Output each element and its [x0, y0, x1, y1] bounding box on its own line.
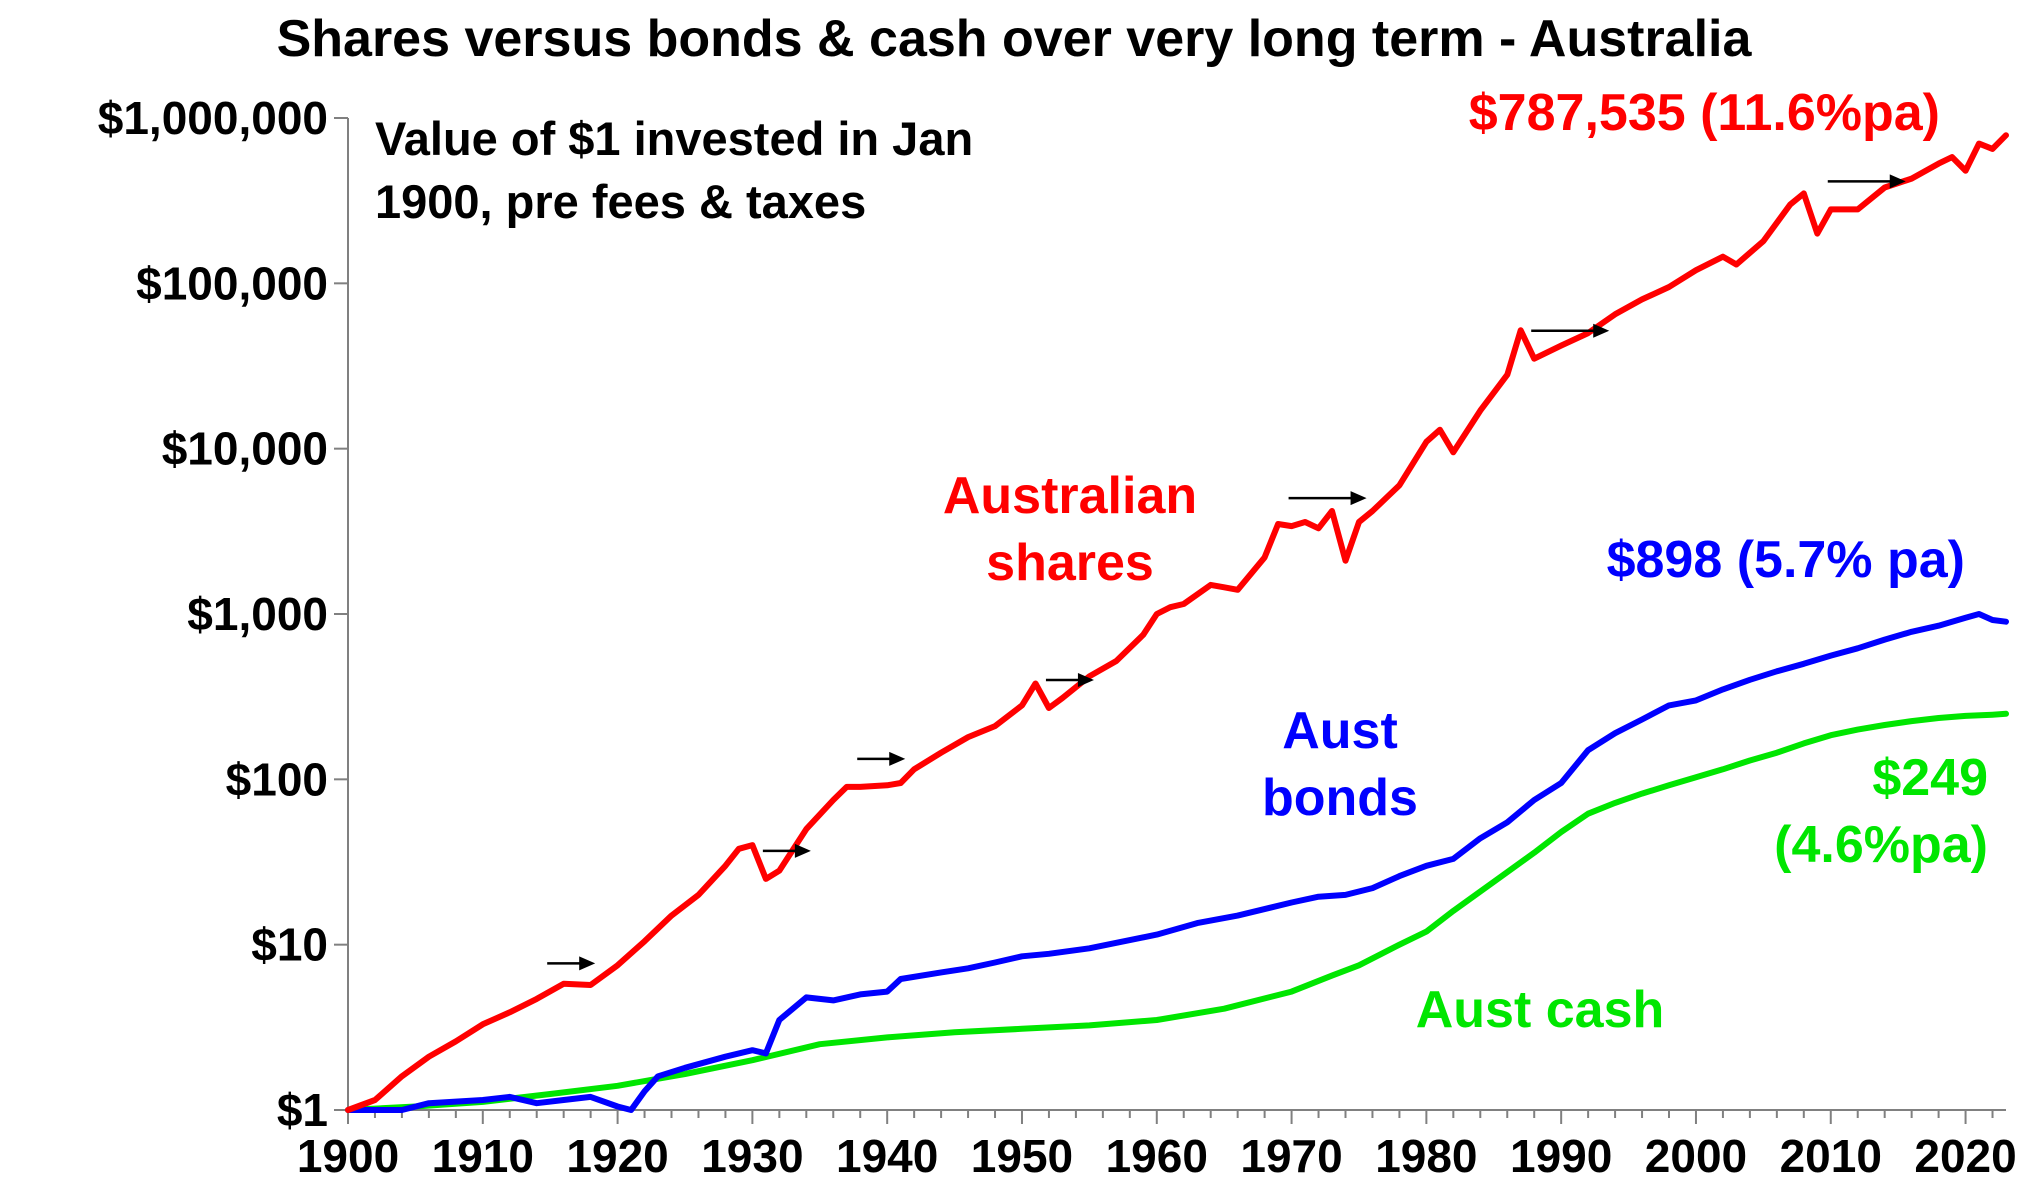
y-tick-label: $1,000 — [187, 588, 328, 640]
arrow-annotation — [762, 843, 811, 858]
chart-subtitle: Value of $1 invested in Jan 1900, pre fe… — [375, 112, 973, 228]
arrow-annotation — [547, 956, 596, 971]
end-value-label-shares: $787,535 (11.6%pa) — [1469, 84, 1940, 142]
arrow-annotation — [1045, 673, 1094, 688]
series-label-shares: shares — [986, 534, 1154, 592]
series-label-cash: Aust cash — [1416, 981, 1665, 1039]
x-tick-label: 1970 — [1240, 1130, 1342, 1182]
y-axis-ticks: $1 $10 $100 $1,000 $10,000 $100,000 $1,000,000 — [98, 92, 348, 1136]
y-tick-label: $10,000 — [162, 423, 328, 475]
x-tick-label: 1940 — [836, 1130, 938, 1182]
series-lines — [345, 132, 2009, 1113]
y-tick-label: $100 — [226, 753, 328, 805]
x-tick-label: 1990 — [1510, 1130, 1612, 1182]
chart-title: Shares versus bonds & cash over very lon… — [277, 10, 1753, 68]
x-tick-label: 2010 — [1780, 1130, 1882, 1182]
series-line-shares — [345, 132, 2009, 1113]
x-tick-label: 1900 — [297, 1130, 399, 1182]
y-tick-label: $1,000,000 — [98, 92, 328, 144]
series-label-shares: Australian — [943, 467, 1197, 525]
end-value-label-bonds: $898 (5.7% pa) — [1607, 531, 1965, 589]
x-tick-label: 1920 — [566, 1130, 668, 1182]
x-tick-label: 1910 — [432, 1130, 534, 1182]
x-tick-label: 1950 — [971, 1130, 1073, 1182]
axes — [347, 118, 2006, 1111]
chart-subtitle-line-2: 1900, pre fees & taxes — [375, 175, 866, 228]
y-tick-label: $100,000 — [136, 257, 328, 309]
x-tick-label: 2000 — [1645, 1130, 1747, 1182]
chart-subtitle-line-1: Value of $1 invested in Jan — [375, 112, 973, 165]
x-tick-label: 1960 — [1106, 1130, 1208, 1182]
end-value-label-cash: $249 — [1872, 749, 1988, 807]
series-line-cash — [345, 710, 2009, 1113]
series-label-bonds: Aust — [1282, 702, 1398, 760]
x-tick-label: 1980 — [1375, 1130, 1477, 1182]
x-tick-label: 1930 — [701, 1130, 803, 1182]
arrow-annotations — [547, 174, 1906, 971]
series-labels: Australian shares $787,535 (11.6%pa) Aust bo… — [943, 84, 1988, 1039]
x-axis-ticks: 1900 1910 1920 1930 1940 1950 1960 1970 1980 1990… — [297, 1110, 2017, 1182]
arrow-annotation — [1531, 323, 1610, 338]
end-value-label-cash: (4.6%pa) — [1774, 816, 1988, 874]
y-tick-label: $1 — [277, 1084, 328, 1136]
arrow-annotation — [1288, 491, 1367, 506]
arrow-annotation — [857, 751, 906, 766]
series-label-bonds: bonds — [1262, 769, 1418, 827]
arrow-annotation — [1827, 174, 1906, 189]
x-tick-label: 2020 — [1914, 1130, 2016, 1182]
y-tick-label: $10 — [251, 919, 328, 971]
series-line-bonds — [345, 611, 2009, 1113]
